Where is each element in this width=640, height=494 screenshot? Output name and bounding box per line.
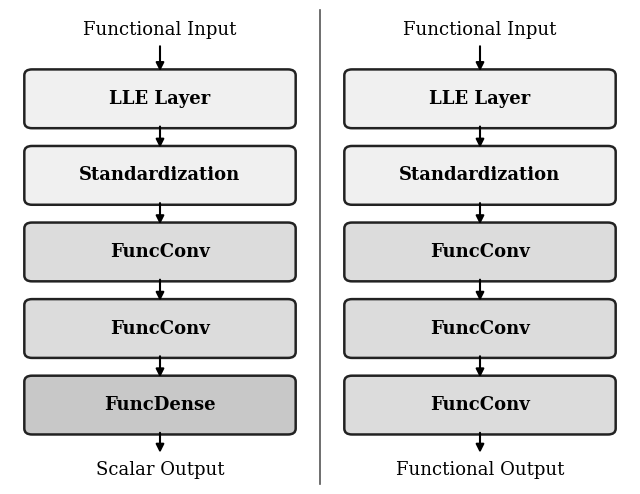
Text: FuncDense: FuncDense <box>104 396 216 414</box>
Text: Functional Input: Functional Input <box>83 21 237 39</box>
FancyBboxPatch shape <box>24 70 296 128</box>
Text: FuncConv: FuncConv <box>110 320 210 337</box>
FancyBboxPatch shape <box>24 376 296 435</box>
FancyBboxPatch shape <box>344 146 616 205</box>
Text: FuncConv: FuncConv <box>110 243 210 261</box>
FancyBboxPatch shape <box>344 376 616 435</box>
Text: Standardization: Standardization <box>79 166 241 184</box>
Text: Standardization: Standardization <box>399 166 561 184</box>
Text: FuncConv: FuncConv <box>430 396 530 414</box>
Text: Functional Input: Functional Input <box>403 21 557 39</box>
Text: LLE Layer: LLE Layer <box>429 90 531 108</box>
FancyBboxPatch shape <box>344 70 616 128</box>
FancyBboxPatch shape <box>344 222 616 282</box>
Text: Scalar Output: Scalar Output <box>96 461 224 479</box>
FancyBboxPatch shape <box>24 146 296 205</box>
FancyBboxPatch shape <box>24 222 296 282</box>
Text: FuncConv: FuncConv <box>430 243 530 261</box>
Text: FuncConv: FuncConv <box>430 320 530 337</box>
FancyBboxPatch shape <box>24 299 296 358</box>
Text: Functional Output: Functional Output <box>396 461 564 479</box>
FancyBboxPatch shape <box>344 299 616 358</box>
Text: LLE Layer: LLE Layer <box>109 90 211 108</box>
